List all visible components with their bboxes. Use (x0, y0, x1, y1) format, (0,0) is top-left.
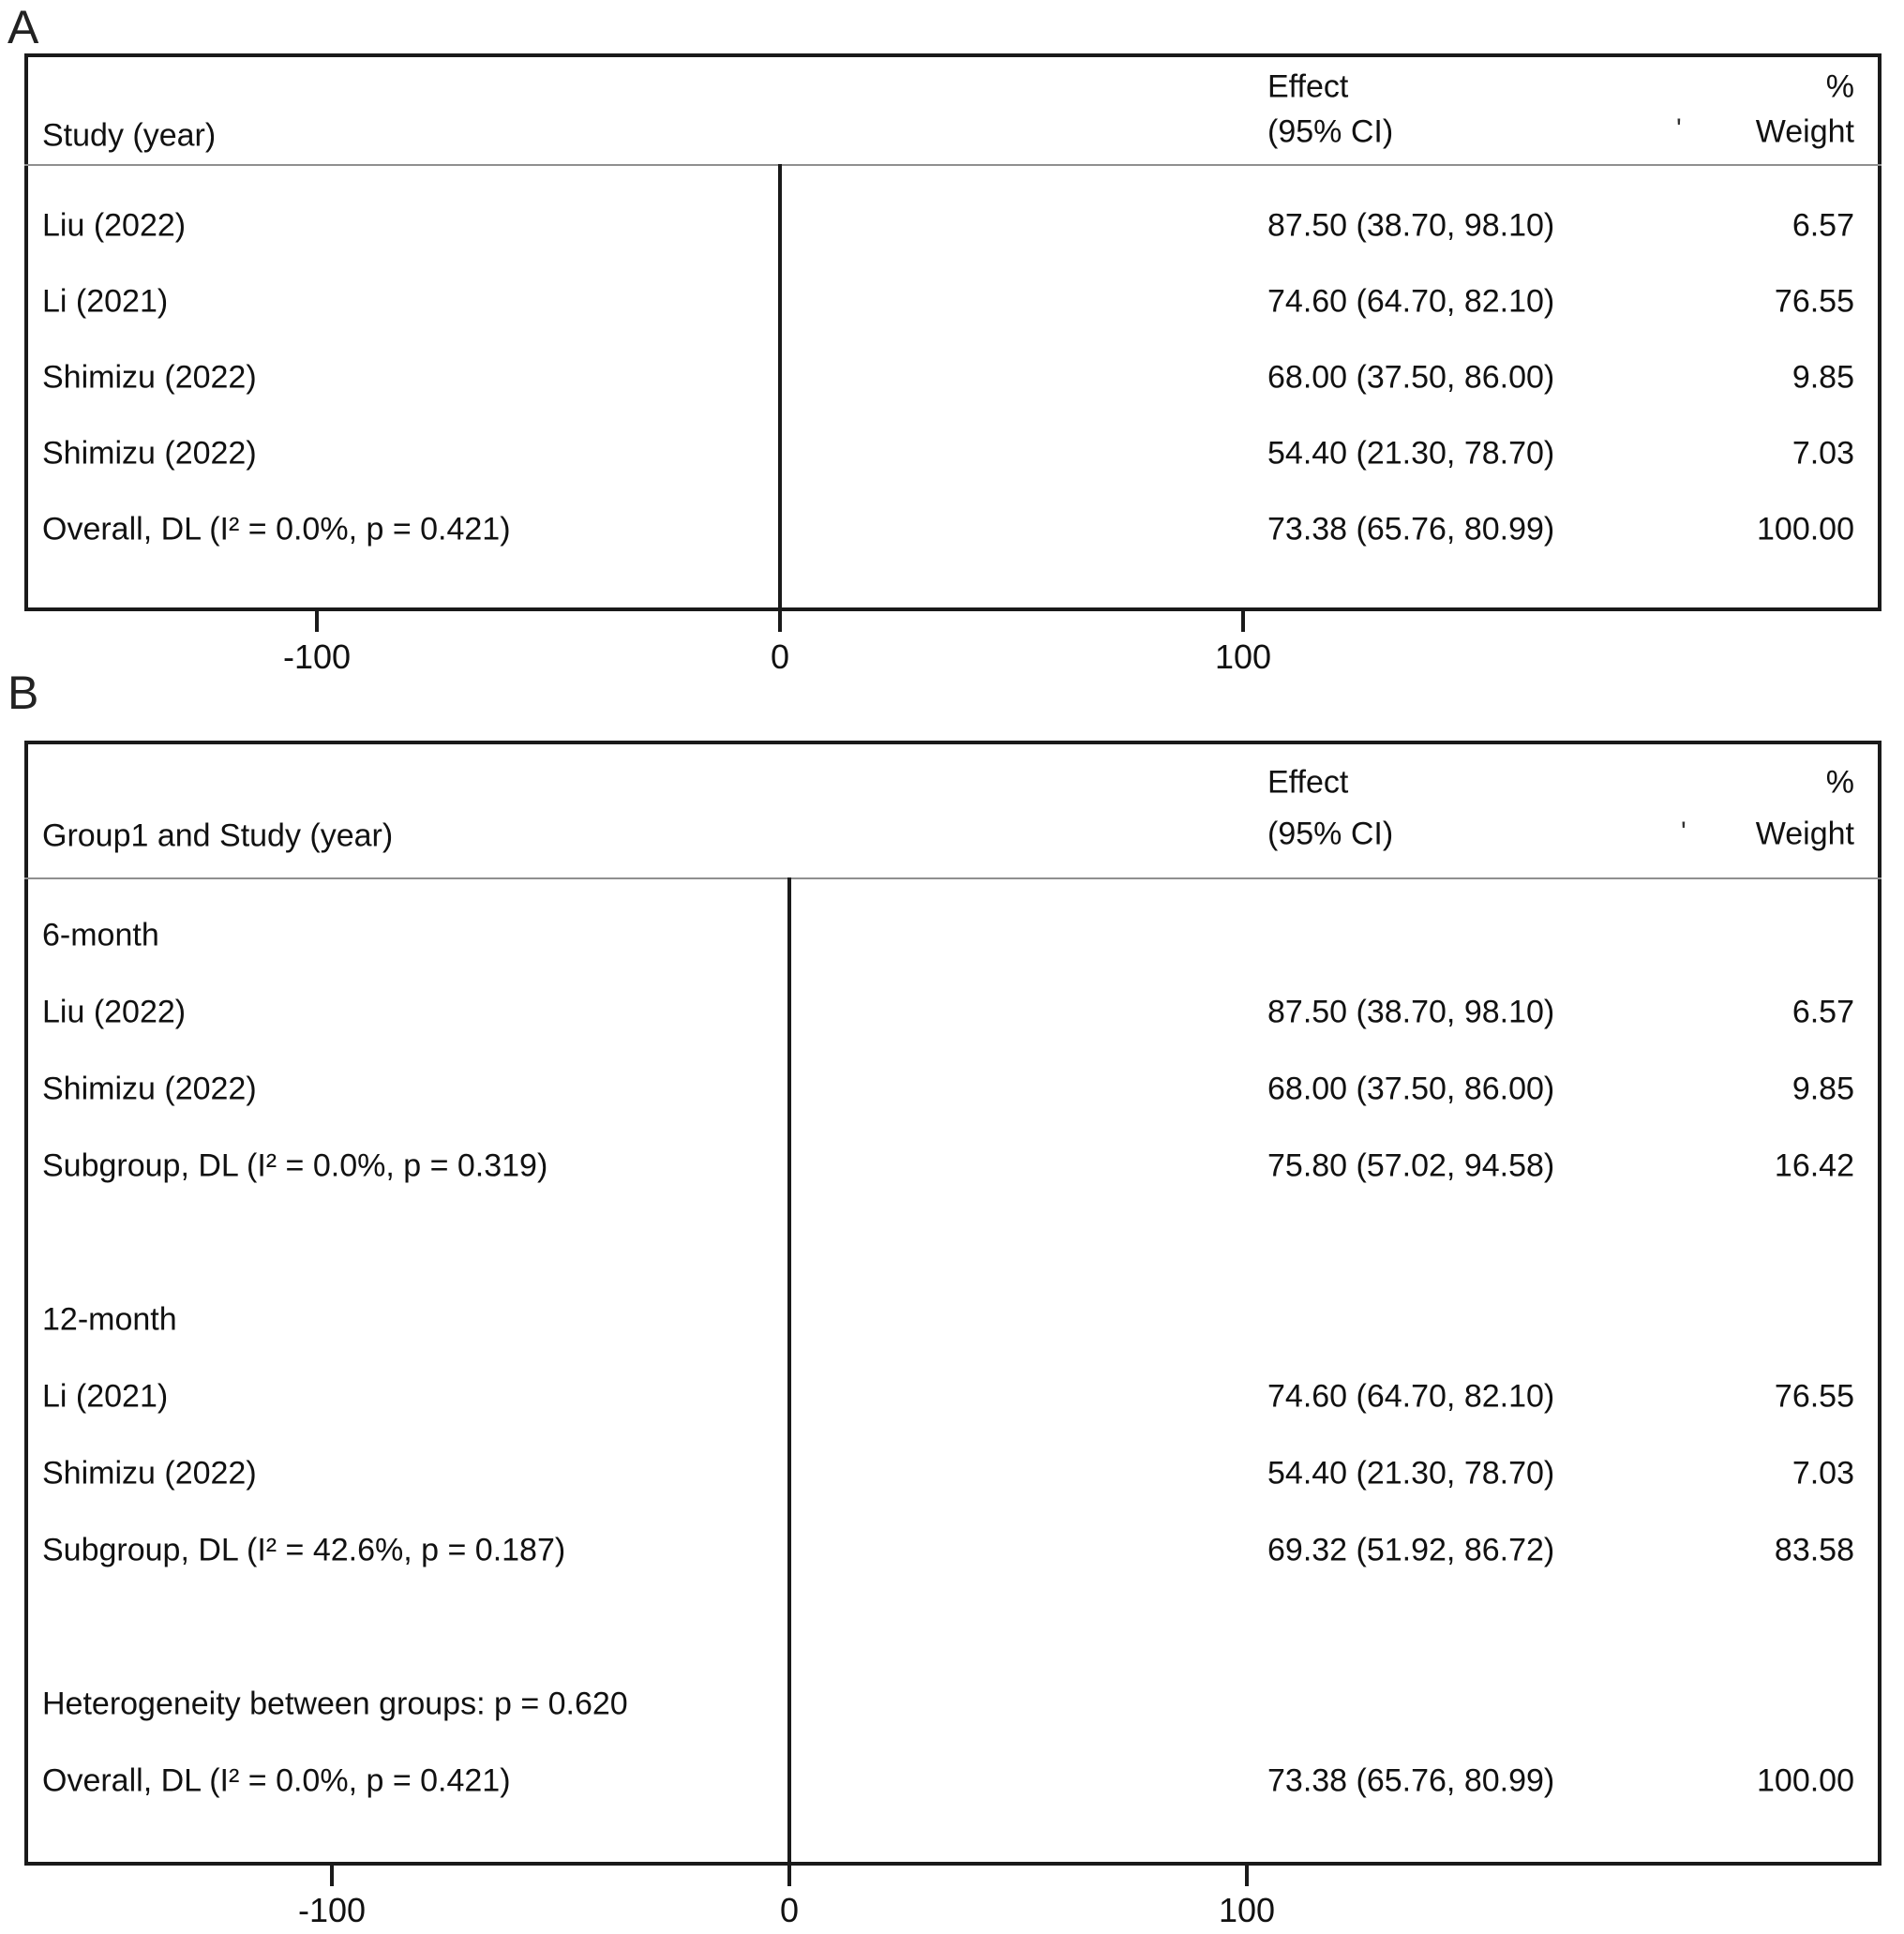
study-column-header: Study (year) (42, 117, 217, 154)
effect-ci-value: 73.38 (65.76, 80.99) (1267, 511, 1555, 547)
weight-value: 7.03 (1792, 1455, 1854, 1492)
panel-B-frame (24, 741, 1882, 1866)
weight-value: 9.85 (1792, 1071, 1854, 1107)
effect-ci-value: 87.50 (38.70, 98.10) (1267, 994, 1555, 1030)
null-reference-line (787, 877, 791, 1862)
weight-value: 6.57 (1792, 994, 1854, 1030)
weight-header-line2: Weight (1755, 113, 1854, 150)
panel-letter-A: A (7, 1, 39, 53)
weight-header-line1: % (1825, 68, 1854, 105)
x-axis-tick-label: -100 (297, 1891, 367, 1929)
subgroup-label: Subgroup, DL (I² = 0.0%, p = 0.319) (42, 1147, 548, 1184)
study-label: Shimizu (2022) (42, 1455, 257, 1492)
panel-letter-B: B (7, 667, 39, 719)
null-reference-line (778, 164, 782, 607)
header-separator (24, 877, 1882, 879)
effect-ci-value: 74.60 (64.70, 82.10) (1267, 1378, 1555, 1415)
panel-A-frame (24, 53, 1882, 611)
effect-ci-value: 68.00 (37.50, 86.00) (1267, 1071, 1555, 1107)
study-label: Li (2021) (42, 1378, 169, 1415)
group-label: 12-month (42, 1301, 177, 1338)
scan-artifact-mark: ' (1681, 817, 1687, 847)
weight-value: 100.00 (1757, 511, 1854, 547)
weight-value: 76.55 (1774, 1378, 1854, 1415)
x-axis-tick (778, 611, 782, 632)
effect-ci-value: 68.00 (37.50, 86.00) (1267, 359, 1555, 396)
overall-label: Overall, DL (I² = 0.0%, p = 0.421) (42, 511, 511, 547)
x-axis-tick (330, 1866, 334, 1886)
weight-header-line1: % (1825, 764, 1854, 801)
weight-value: 76.55 (1774, 283, 1854, 320)
study-label: Shimizu (2022) (42, 359, 257, 396)
effect-ci-value: 73.38 (65.76, 80.99) (1267, 1762, 1555, 1799)
study-label: Li (2021) (42, 283, 169, 320)
weight-value: 7.03 (1792, 435, 1854, 472)
effect-ci-value: 87.50 (38.70, 98.10) (1267, 207, 1555, 244)
study-label: Shimizu (2022) (42, 435, 257, 472)
scan-artifact-mark: ' (1676, 113, 1682, 144)
effect-header-line1: Effect (1267, 764, 1349, 801)
effect-ci-value: 74.60 (64.70, 82.10) (1267, 283, 1555, 320)
heterogeneity-note: Heterogeneity between groups: p = 0.620 (42, 1686, 628, 1722)
overall-label: Overall, DL (I² = 0.0%, p = 0.421) (42, 1762, 511, 1799)
weight-value: 16.42 (1774, 1147, 1854, 1184)
effect-ci-value: 75.80 (57.02, 94.58) (1267, 1147, 1555, 1184)
effect-ci-value: 54.40 (21.30, 78.70) (1267, 435, 1555, 472)
weight-header-line2: Weight (1755, 816, 1854, 852)
x-axis-tick-label: -100 (282, 637, 352, 676)
x-axis-tick (315, 611, 319, 632)
effect-header-line2: (95% CI) (1267, 113, 1394, 150)
effect-header-line1: Effect (1267, 68, 1349, 105)
subgroup-label: Subgroup, DL (I² = 42.6%, p = 0.187) (42, 1532, 566, 1568)
weight-value: 83.58 (1774, 1532, 1854, 1568)
study-label: Shimizu (2022) (42, 1071, 257, 1107)
effect-header-line2: (95% CI) (1267, 816, 1394, 852)
weight-value: 6.57 (1792, 207, 1854, 244)
study-label: Liu (2022) (42, 994, 187, 1030)
x-axis-tick-label: 100 (1218, 1891, 1276, 1929)
effect-ci-value: 54.40 (21.30, 78.70) (1267, 1455, 1555, 1492)
x-axis-tick (787, 1866, 791, 1886)
x-axis-tick-label: 0 (770, 637, 790, 676)
header-separator (24, 164, 1882, 166)
x-axis-tick-label: 100 (1214, 637, 1272, 676)
study-column-header: Group1 and Study (year) (42, 817, 394, 854)
weight-value: 9.85 (1792, 359, 1854, 396)
effect-ci-value: 69.32 (51.92, 86.72) (1267, 1532, 1555, 1568)
weight-value: 100.00 (1757, 1762, 1854, 1799)
x-axis-tick (1245, 1866, 1249, 1886)
group-label: 6-month (42, 917, 159, 953)
x-axis-tick-label: 0 (779, 1891, 800, 1929)
study-label: Liu (2022) (42, 207, 187, 244)
x-axis-tick (1241, 611, 1245, 632)
